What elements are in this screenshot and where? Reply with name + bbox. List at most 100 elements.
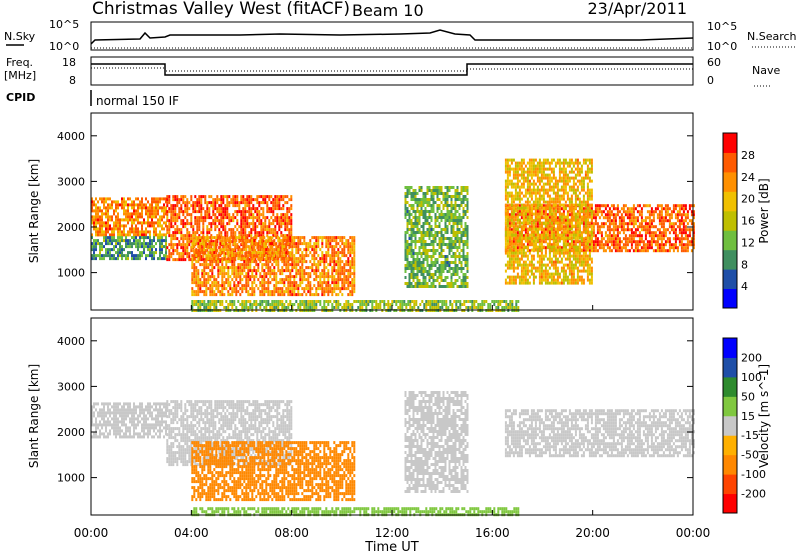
scatter-cell [442,270,445,273]
scatter-cell [295,263,298,267]
scatter-cell [339,275,342,279]
scatter-cell [424,258,427,261]
scatter-cell [305,251,308,255]
scatter-cell [199,236,202,240]
scatter-cell [458,285,461,288]
scatter-cell [235,278,238,282]
scatter-cell [287,278,290,282]
scatter-cell [107,212,109,216]
scatter-cell [248,231,251,235]
scatter-cell [590,207,593,211]
scatter-cell [347,245,350,249]
scatter-cell [166,216,169,220]
scatter-cell [267,269,270,273]
scatter-cell [438,264,441,267]
scatter-cell [188,207,191,211]
scatter-cell [430,228,433,231]
scatter-cell [250,237,253,241]
scatter-cell [636,243,639,247]
scatter-cell [256,201,259,205]
scatter-cell [408,219,411,222]
scatter-cell [166,219,169,223]
scatter-cell [261,290,264,294]
scatter-cell [516,239,519,243]
scatter-cell [460,285,463,288]
scatter-cell [313,284,316,288]
scatter-cell [199,290,202,294]
scatter-cell [295,248,298,252]
scatter-cell [234,234,237,238]
scatter-cell [95,209,97,213]
scatter-cell [604,231,607,235]
scatter-cell [222,210,225,214]
scatter-cell [289,281,292,285]
scatter-cell [239,251,242,255]
scatter-cell [240,231,243,235]
scatter-cell [614,228,617,232]
scatter-cell [125,254,127,258]
scatter-cell [202,195,205,199]
scatter-cell [516,203,519,207]
scatter-cell [194,210,197,214]
scatter-cell [686,222,689,226]
scatter-cell [430,189,433,192]
scatter-cell [157,257,159,261]
scatter-cell [422,198,425,201]
scatter-cell [512,185,515,189]
scatter-cell [99,251,101,255]
scatter-cell [286,201,289,205]
scatter-cell [166,255,169,259]
scatter-cell [133,230,135,234]
scatter-cell [215,284,218,288]
scatter-cell [159,242,161,246]
scatter-cell [109,224,111,228]
scatter-cell [319,236,322,240]
scatter-cell [260,222,263,226]
scatter-cell [127,215,129,219]
scatter-cell [504,164,507,168]
scatter-cell [246,216,249,220]
scatter-cell [184,243,187,247]
scatter-cell [438,189,441,192]
scatter-cell [155,206,157,210]
scatter-cell [101,224,103,228]
scatter-cell [273,284,276,288]
scatter-cell [345,278,348,282]
scatter-cell [624,240,627,244]
scatter-cell [129,227,131,231]
scatter-cell [182,198,185,202]
scatter-cell [313,260,316,264]
scatter-cell [220,207,223,211]
scatter-cell [408,267,411,270]
scatter-cell [203,260,206,264]
scatter-cell [115,251,117,255]
scatter-cell [434,270,437,273]
scatter-cell [506,281,509,285]
scatter-cell [412,267,415,270]
scatter-cell [215,236,218,240]
scatter-cell [242,234,245,238]
scatter-cell [235,272,238,276]
scatter-cell [648,219,651,223]
scatter-cell [249,245,252,249]
scatter-cell [674,237,677,241]
scatter-cell [227,293,230,297]
scatter-cell [634,231,637,235]
scatter-cell [198,210,201,214]
scatter-cell [205,245,208,249]
scatter-cell [195,254,198,258]
scatter-cell [418,264,421,267]
scatter-cell [225,248,228,252]
scatter-cell [442,285,445,288]
scatter-cell [277,260,280,264]
scatter-cell [218,222,221,226]
scatter-cell [404,276,407,279]
scatter-cell [430,198,433,201]
scatter-cell [248,207,251,211]
scatter-cell [448,195,451,198]
scatter-cell [264,219,267,223]
scatter-cell [206,216,209,220]
scatter-cell [524,206,527,210]
scatter-cell [592,240,595,244]
scatter-cell [255,251,258,255]
